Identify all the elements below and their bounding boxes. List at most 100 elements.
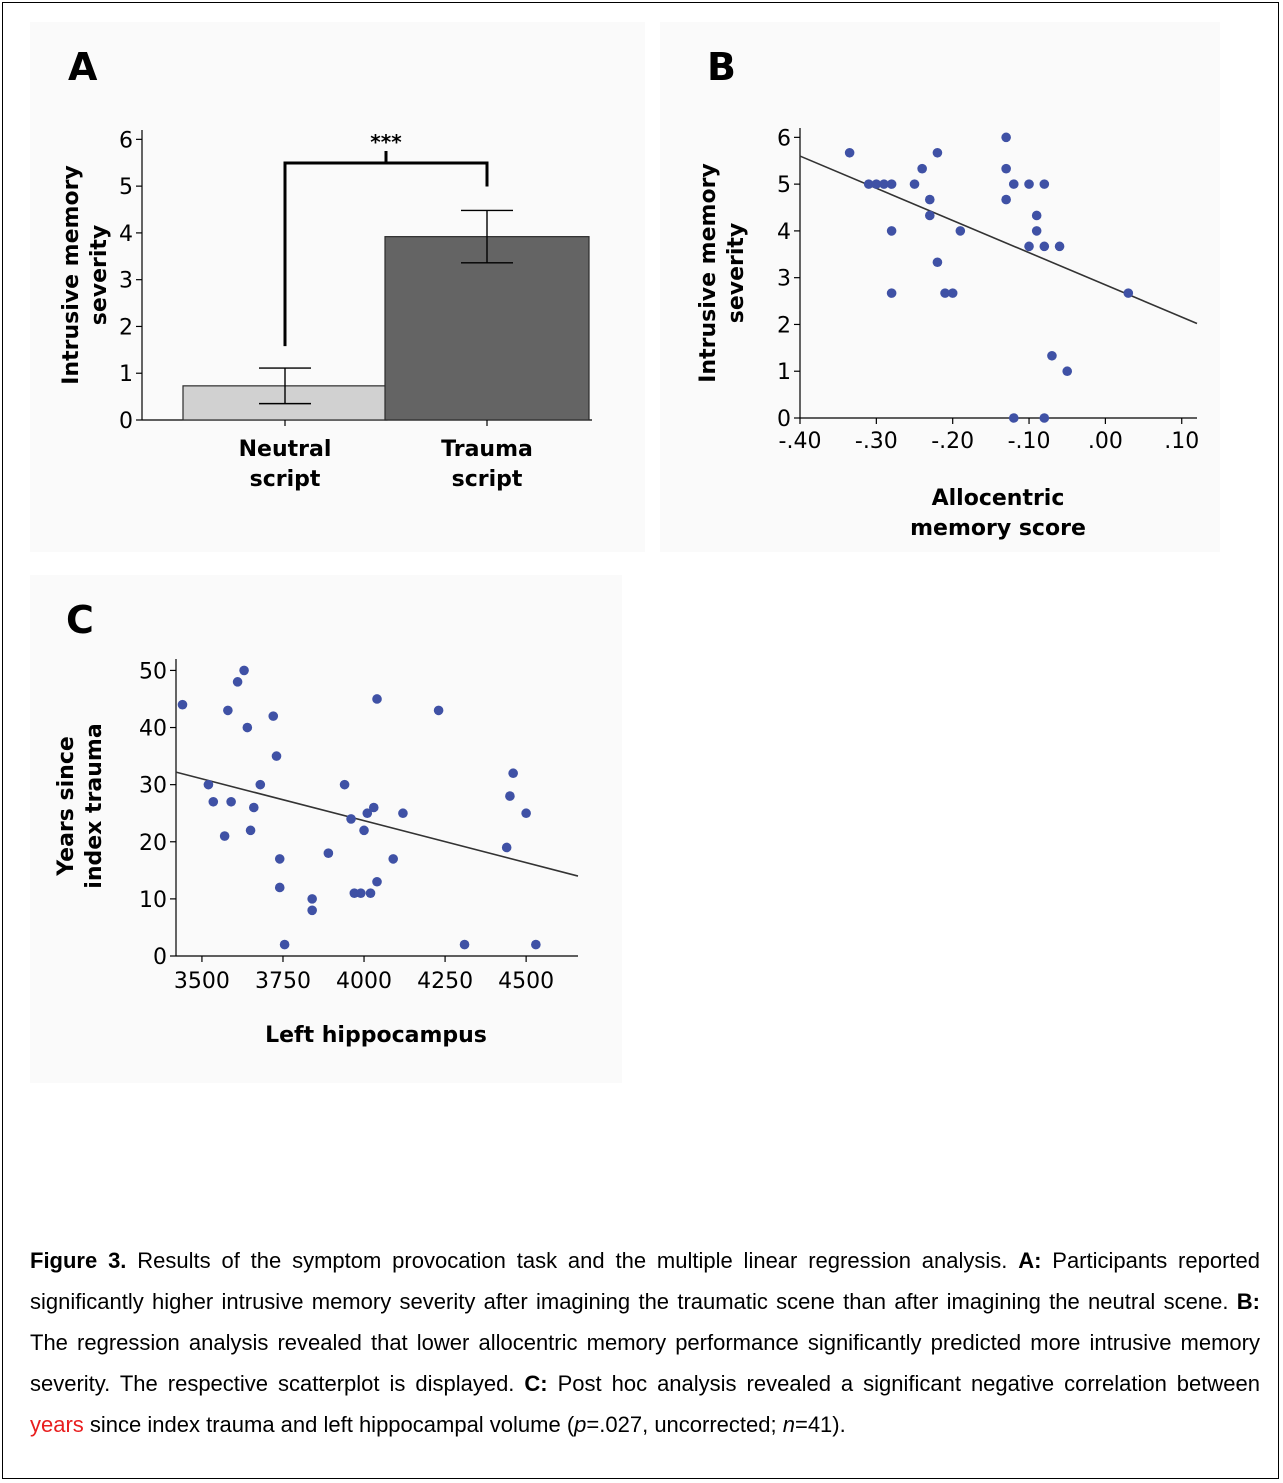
data-point [372,876,382,887]
y-tick-label: 1 [119,362,133,387]
data-point [208,796,219,807]
y-axis-label: severity [724,223,749,324]
y-tick-label: 4 [119,222,133,247]
x-axis-label: Left hippocampus [265,1023,487,1048]
caption-highlight-years: years [30,1412,84,1437]
x-tick-label: 4250 [417,969,473,994]
data-point [886,288,897,298]
caption-a-label: A: [1018,1248,1042,1273]
caption-c-text-2: since index trauma and left hippocampal … [83,1412,575,1437]
data-point [398,808,408,819]
caption-c-label: C: [524,1371,548,1396]
y-tick-label: 2 [119,315,133,340]
data-point [940,288,950,298]
panel-a-label: A [68,45,98,89]
data-point [932,257,943,268]
data-point [1008,179,1019,189]
x-tick-label: -.10 [1008,429,1051,454]
panel-b-scatter-chart: 0 1 2 3 4 5 6 -.40 -.30 -.20 -.10 .00 .10 Intrusive m… [696,126,1199,541]
figure-caption: Figure 3. Results of the symptom provoca… [30,1240,1260,1445]
data-point [924,194,935,205]
data-point [1054,241,1065,252]
data-point [531,939,541,950]
data-point [223,705,233,716]
data-point [203,779,214,790]
significance-marker: *** [370,130,402,154]
data-point [249,802,259,813]
y-tick-label: 0 [119,409,133,434]
y-tick-label: 50 [139,659,167,684]
y-tick-label: 5 [777,173,791,198]
y-tick-label: 6 [777,126,791,151]
data-point [1031,210,1042,221]
x-tick-label: 4000 [336,969,392,994]
regression-line [175,771,579,877]
data-point [255,779,266,790]
data-point [1039,413,1050,423]
data-point [1062,366,1073,377]
data-point [368,802,379,813]
data-point [271,751,282,761]
y-axis-label: severity [87,225,112,326]
caption-c-text-1: Post hoc analysis revealed a significant… [547,1371,1260,1396]
y-tick-label: 2 [777,313,791,338]
y-axis-label: Years since [54,736,79,877]
data-point [886,179,897,189]
data-point [508,768,518,779]
data-point [279,939,290,950]
panel-c-scatter-chart: 0 10 20 30 40 50 3500 3750 4000 4250 4500 Years sin… [54,659,579,1048]
data-point [1001,163,1011,174]
y-tick-label: 6 [119,128,133,153]
y-tick-label: 3 [777,267,791,292]
data-point [362,808,373,819]
data-point [917,163,927,174]
caption-p-text: =.027, uncorrected; [586,1412,783,1437]
caption-b-text: The regression analysis revealed that lo… [30,1330,1260,1396]
data-point [359,825,369,836]
data-point [226,796,236,807]
data-point [433,705,444,716]
caption-p-symbol: p [574,1412,587,1437]
data-point [909,179,920,189]
data-point [239,665,249,676]
x-tick-label: Neutral [239,437,332,462]
data-point [388,854,399,864]
y-axis-label: index trauma [82,723,107,888]
caption-a-text: Participants reported significantly high… [30,1248,1260,1314]
data-point [932,147,943,158]
y-tick-label: 30 [139,774,167,799]
data-point [1001,132,1011,143]
data-point [844,147,855,158]
regression-line [799,155,1198,325]
x-tick-label: .00 [1088,429,1123,454]
data-point [307,894,317,904]
data-point [947,288,958,298]
data-point [501,842,512,853]
data-point [365,888,376,898]
panel-c-background [30,575,622,1083]
data-point [1047,350,1057,361]
data-point [863,179,874,189]
data-point [521,808,531,819]
bar [384,236,590,421]
y-tick-label: 20 [139,831,167,856]
caption-figure-label: Figure 3. [30,1248,127,1273]
data-point [1024,179,1034,189]
data-point [323,848,334,858]
data-point [274,882,285,893]
data-point [459,939,470,950]
x-tick-label: -.40 [779,429,822,454]
data-point [1001,194,1011,205]
data-point [268,711,279,721]
data-point [242,722,253,733]
data-point [505,791,515,801]
data-point [346,814,356,824]
caption-intro: Results of the symptom provocation task … [126,1248,1019,1273]
data-point [177,699,188,710]
data-point [1031,226,1042,236]
x-tick-label: Trauma [441,437,533,462]
data-point [1024,241,1034,252]
data-point [232,677,243,687]
data-point [339,779,350,790]
